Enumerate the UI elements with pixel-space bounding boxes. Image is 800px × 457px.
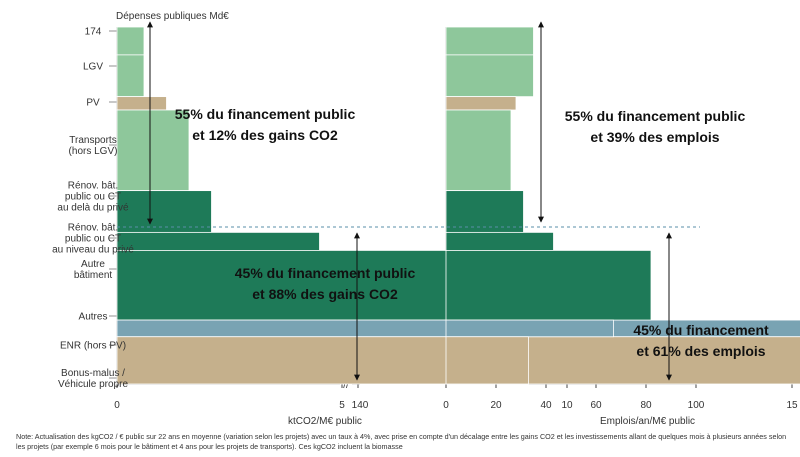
left-tick-label-2: 10	[561, 400, 573, 411]
left-tick-label-3: 15	[786, 400, 798, 411]
annotation-left-top-line2: et 12% des gains CO2	[192, 127, 338, 143]
right-tick-label-2: 40	[540, 400, 552, 411]
left-tick-label-1: 5	[339, 400, 345, 411]
right-tick-label-1: 20	[490, 400, 502, 411]
annotation-right-top-line1: 55% du financement public	[565, 108, 746, 124]
annotations: 55% du financement public et 12% des gain…	[117, 21, 769, 381]
category-label-8: ENR (hors PV)	[60, 341, 126, 352]
category-label-2: PV	[86, 98, 100, 109]
annotation-right-bottom-line1: 45% du financement	[633, 322, 769, 338]
bar-right-7	[445, 319, 614, 338]
category-label-3: Transports (hors LGV)	[69, 135, 118, 157]
category-label-5: Rénov. bât. public ou CT au niveau du priv…	[52, 223, 134, 256]
right-tick-label-0: 0	[443, 400, 449, 411]
bar-right-3	[445, 109, 512, 192]
bar-left-4	[116, 190, 212, 233]
annotation-right-top-line2: et 39% des emplois	[590, 129, 719, 145]
bar-right-8	[445, 336, 529, 385]
category-labels: 174 LGV PV Transports (hors LGV) Rénov. bât. p…	[52, 27, 134, 391]
category-label-9: Bonus-malus / Véhicule propre	[58, 368, 128, 390]
left-tick-label-4: 140	[352, 400, 369, 411]
footnote: Note: Actualisation des kgCO2 / € public…	[16, 432, 787, 451]
bar-right-4	[445, 190, 524, 233]
category-label-4: Rénov. bât. public ou CT au delà du privé	[57, 181, 129, 214]
left-chart-title: Dépenses publiques Md€	[116, 11, 229, 22]
category-label-6: Autre bâtiment	[74, 259, 113, 281]
right-tick-label-3: 60	[590, 400, 602, 411]
bar-left-1	[116, 54, 145, 98]
right-bars	[445, 26, 652, 385]
bar-right-5	[445, 231, 554, 251]
category-label-1: LGV	[83, 62, 103, 73]
annotation-right-bottom-line2: et 61% des emplois	[636, 343, 765, 359]
bar-left-3	[116, 109, 190, 192]
left-tick-label-0: 0	[114, 400, 120, 411]
right-tick-label-4: 80	[640, 400, 652, 411]
bar-right-1	[445, 54, 534, 98]
bar-right-0	[445, 26, 534, 56]
chart-area: // 0 5 10 15 140 0 20 40 60 80 100 ktCO2/M€ public Em…	[52, 11, 800, 427]
right-tick-label-5: 100	[688, 400, 705, 411]
right-x-axis-title: Emplois/an/M€ public	[600, 416, 695, 427]
annotation-left-top-line1: 55% du financement public	[175, 106, 356, 122]
bar-right-6	[445, 250, 652, 321]
annotation-left-bottom-line2: et 88% des gains CO2	[252, 286, 398, 302]
bar-right-2	[445, 96, 517, 111]
bar-left-2	[116, 96, 167, 111]
bar-left-0	[116, 26, 145, 56]
category-label-7: Autres	[79, 312, 108, 323]
left-x-axis-title: ktCO2/M€ public	[288, 416, 362, 427]
axis-break: //	[343, 380, 349, 391]
category-label-0: 174	[85, 27, 102, 38]
bar-left-5	[116, 231, 320, 251]
annotation-left-bottom-line1: 45% du financement public	[235, 265, 416, 281]
